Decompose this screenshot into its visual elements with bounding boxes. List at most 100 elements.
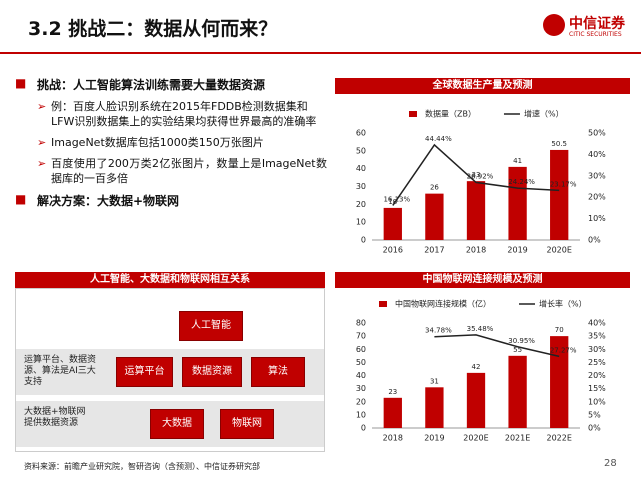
x-tick-label: 2019 — [507, 246, 527, 255]
legend-swatch — [409, 111, 417, 117]
slide-title: 3.2 挑战二：数据从何而来？ — [28, 18, 278, 40]
bar — [425, 193, 444, 240]
chart-title: 全球数据生产量及预测 — [335, 78, 630, 94]
y-tick-label: 50 — [356, 146, 366, 155]
bar-value-label: 23 — [388, 388, 397, 396]
bar — [466, 372, 486, 428]
y2-tick-label: 0% — [588, 236, 601, 245]
legend-label: 数据量（ZB） — [425, 109, 476, 119]
y2-tick-label: 20% — [588, 193, 606, 202]
bar — [550, 149, 569, 240]
bar-value-label: 18 — [388, 198, 397, 206]
growth-line — [392, 143, 560, 206]
legend-label: 中国物联网连接规模（亿） — [395, 299, 491, 309]
bar-value-label: 50.5 — [551, 140, 567, 148]
bullets: ■ 挑战：人工智能算法训练需要大量数据资源 ➢ 例：百度人脸识别系统在2015年FD… — [15, 76, 327, 209]
y-tick-label: 40 — [356, 371, 366, 380]
bar-value-label: 42 — [472, 363, 481, 371]
chart-title: 中国物联网连接规模及预测 — [335, 272, 630, 288]
x-tick-label: 2022E — [546, 434, 571, 443]
line-value-label: 30.95% — [508, 337, 535, 345]
y-tick-label: 0 — [361, 236, 366, 245]
x-tick-label: 2017 — [424, 246, 444, 255]
bar — [466, 181, 486, 240]
sub-bullet: ➢ 百度使用了200万类2亿张图片，数量上是ImageNet数据库的一百多倍 — [37, 157, 327, 185]
bar-value-label: 31 — [430, 377, 439, 385]
node: 运算平台 — [116, 357, 173, 387]
sub-bullet: ➢ ImageNet数据库包括1000类150万张图片 — [37, 136, 264, 149]
bar-value-label: 26 — [430, 184, 439, 192]
bar — [508, 166, 527, 240]
bar — [383, 207, 402, 240]
y-tick-label: 50 — [356, 358, 366, 367]
bar — [550, 336, 569, 428]
legend-swatch — [379, 301, 387, 307]
x-tick-label: 2018 — [383, 434, 403, 443]
legend-label: 增速（%） — [524, 109, 564, 119]
node: 大数据 — [150, 409, 204, 439]
logo-icon — [543, 14, 565, 36]
y-tick-label: 30 — [356, 384, 366, 393]
node: 人工智能 — [179, 311, 243, 341]
y-tick-label: 80 — [356, 319, 366, 328]
y2-tick-label: 35% — [588, 332, 606, 341]
growth-line — [434, 334, 560, 358]
y2-tick-label: 5% — [588, 410, 601, 419]
header-rule — [0, 52, 641, 54]
x-tick-label: 2020E — [463, 434, 488, 443]
diagram: 人工智能 运算平台、数据资源、算法是AI三大支持 运算平台 数据资源 算法 大数… — [15, 288, 325, 452]
x-tick-label: 2021E — [505, 434, 530, 443]
chart: 0 10 20 30 40 50 60 0% 10% 20% 30% 40% 50% 2016 2017 20… — [356, 109, 606, 255]
line-value-label: 23.17% — [550, 180, 577, 188]
y2-tick-label: 20% — [588, 371, 606, 380]
bar-value-label: 33 — [472, 171, 481, 179]
bar — [508, 355, 527, 428]
y-tick-label: 40 — [356, 164, 366, 173]
y-tick-label: 60 — [356, 345, 366, 354]
x-tick-label: 2019 — [424, 434, 444, 443]
bar — [425, 387, 444, 428]
x-tick-label: 2016 — [383, 246, 403, 255]
y-tick-label: 10 — [356, 410, 366, 419]
line-value-label: 35.48% — [467, 325, 494, 333]
node: 数据资源 — [182, 357, 242, 387]
line-value-label: 27.27% — [550, 346, 577, 354]
legend-label: 增长率（%） — [539, 299, 587, 309]
x-tick-label: 2020E — [546, 246, 571, 255]
source: 资料来源：前瞻产业研究院，智研咨询（含预测）、中信证券研究部 — [24, 462, 260, 471]
y2-tick-label: 30% — [588, 171, 606, 180]
bullet-text: 挑战：人工智能算法训练需要大量数据资源 — [37, 78, 266, 92]
y-tick-label: 20 — [356, 397, 366, 406]
bar-value-label: 55 — [513, 346, 522, 354]
y-tick-label: 30 — [356, 182, 366, 191]
y2-tick-label: 30% — [588, 345, 606, 354]
y-tick-label: 10 — [356, 218, 366, 227]
y2-tick-label: 25% — [588, 358, 606, 367]
y2-tick-label: 50% — [588, 129, 606, 138]
y2-tick-label: 15% — [588, 384, 606, 393]
node: 算法 — [251, 357, 305, 387]
y2-tick-label: 10% — [588, 397, 606, 406]
y2-tick-label: 40% — [588, 319, 606, 328]
band-label: 大数据+物联网提供数据资源 — [24, 407, 86, 428]
sub-bullet: ➢ 例：百度人脸识别系统在2015年FDDB检测数据集和LFW识别数据集上的实验结… — [37, 100, 317, 128]
y-tick-label: 20 — [356, 200, 366, 209]
bar-value-label: 70 — [555, 326, 564, 334]
chart: 0 10 20 30 40 50 60 70 80 0% 5% 10% 15% 20% 25% 30% 35% 4… — [356, 299, 606, 443]
line-value-label: 26.92% — [467, 172, 494, 180]
y-tick-label: 60 — [356, 129, 366, 138]
bullet-text: 解决方案：大数据+物联网 — [37, 194, 180, 208]
line-value-label: 44.44% — [425, 135, 452, 143]
line-value-label: 16.13% — [383, 195, 410, 203]
logo-text: 中信证券 — [569, 16, 625, 32]
diagram-title: 人工智能、大数据和物联网相互关系 — [15, 272, 325, 288]
line-value-label: 24.24% — [508, 178, 535, 186]
band-label: 运算平台、数据资源、算法是AI三大支持 — [24, 355, 97, 387]
page-number: 28 — [604, 458, 617, 469]
bar-value-label: 41 — [513, 157, 522, 165]
y-tick-label: 70 — [356, 332, 366, 341]
y2-tick-label: 0% — [588, 424, 601, 433]
node: 物联网 — [220, 409, 274, 439]
bullet: ■ 解决方案：大数据+物联网 — [15, 192, 180, 208]
